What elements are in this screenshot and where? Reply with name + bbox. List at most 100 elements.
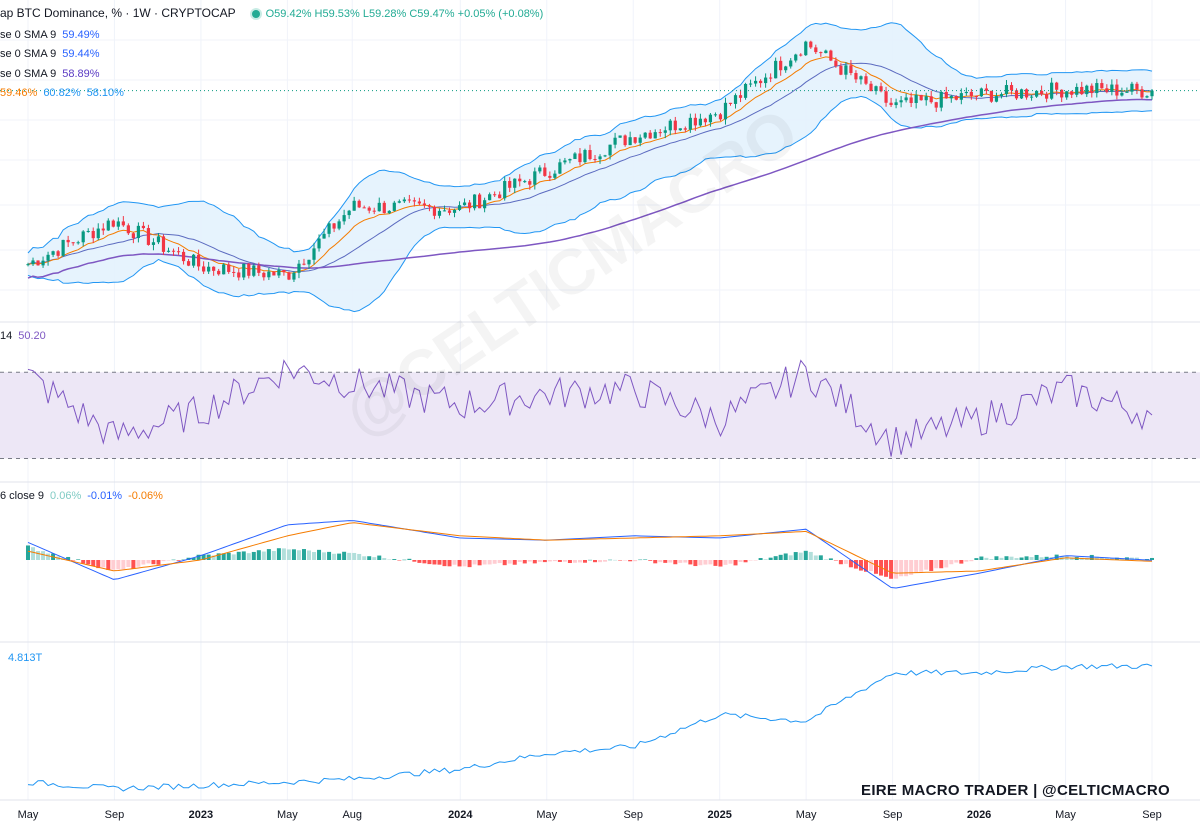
macd-hist-bar-97: [512, 560, 517, 565]
macd-hist-bar-123: [643, 559, 648, 560]
macd-legend: 6 close 9 0.06% -0.01% -0.06%: [0, 490, 163, 502]
candle-body-119: [623, 135, 627, 146]
macd-hist-bar-26: [156, 560, 161, 565]
x-tick-label-3: May: [277, 809, 298, 821]
macd-hist-bar-122: [638, 559, 643, 561]
macd-hist-bar-186: [959, 560, 964, 564]
macd-hist-bar-24: [146, 560, 151, 564]
candle-body-83: [442, 210, 447, 212]
macd-hist-bar-67: [362, 556, 367, 560]
macd-hist-bar-157: [813, 555, 818, 560]
macd-hist-bar-172: [889, 560, 894, 579]
macd-hist-bar-154: [798, 552, 803, 560]
macd-hist-bar-17: [111, 560, 116, 570]
candle-body-217: [1115, 84, 1119, 96]
macd-hist-bar-161: [833, 560, 838, 561]
candle-body-212: [1090, 85, 1094, 94]
macd-hist-bar-178: [919, 560, 924, 572]
candle-body-190: [979, 88, 983, 97]
candle-body-202: [1040, 90, 1044, 95]
candle-body-160: [829, 50, 833, 61]
sma-legend-2: se 0 SMA 9 59.44%: [0, 48, 100, 60]
macd-hist-bar-74: [397, 560, 402, 561]
candle-body-112: [588, 150, 592, 160]
macd-hist-bar-96: [507, 560, 512, 564]
candle-body-102: [538, 167, 542, 172]
candle-body-223: [1145, 96, 1149, 98]
sma-legend-3: se 0 SMA 9 58.89%: [0, 68, 100, 80]
macd-hist-bar-217: [1114, 557, 1119, 560]
candle-body-44: [247, 263, 251, 276]
candle-body-61: [332, 223, 336, 229]
macd-hist-bar-213: [1094, 556, 1099, 560]
candle-body-106: [558, 162, 562, 174]
market-cap-legend: 4.813T: [8, 652, 43, 664]
macd-hist-bar-99: [522, 560, 527, 564]
macd-hist-bar-165: [853, 560, 858, 569]
macd-hist-bar-94: [497, 560, 502, 564]
macd-hist-bar-198: [1019, 557, 1024, 560]
candle-body-152: [789, 60, 793, 67]
candle-body-111: [583, 150, 587, 163]
candle-body-39: [222, 264, 226, 275]
candle-body-56: [307, 259, 311, 265]
macd-hist-bar-57: [312, 552, 317, 560]
macd-hist-bar-185: [954, 560, 959, 563]
macd-hist-bar-82: [437, 560, 442, 565]
macd-hist-bar-63: [342, 551, 347, 560]
candle-body-58: [317, 238, 321, 249]
macd-hist-bar-16: [106, 560, 111, 571]
candle-body-116: [608, 144, 612, 156]
candle-body-60: [327, 223, 331, 234]
macd-hist-bar-113: [593, 560, 598, 563]
candle-body-23: [141, 225, 146, 229]
macd-hist-bar-138: [718, 560, 723, 567]
rsi-band-fill: [0, 372, 1200, 459]
candle-body-19: [121, 221, 125, 226]
candle-body-206: [1060, 89, 1064, 98]
candle-body-89: [472, 194, 477, 209]
candle-body-11: [81, 231, 85, 243]
macd-hist-bar-15: [101, 560, 106, 568]
macd-hist-bar-101: [532, 560, 537, 564]
candle-body-114: [598, 156, 602, 160]
candle-body-84: [447, 210, 452, 213]
candle-body-45: [252, 265, 256, 276]
candle-body-15: [101, 228, 105, 231]
symbol-title: ap BTC Dominance, % · 1W · CRYPTOCAP: [0, 6, 236, 20]
macd-hist-bar-200: [1029, 557, 1034, 560]
candle-body-135: [703, 118, 708, 123]
candle-body-69: [372, 210, 376, 212]
macd-hist-bar-116: [608, 559, 613, 561]
macd-hist-bar-115: [603, 560, 608, 562]
candle-body-176: [909, 97, 913, 104]
macd-hist-bar-69: [372, 557, 377, 560]
candle-body-75: [402, 199, 406, 202]
macd-hist-bar-197: [1014, 558, 1019, 560]
macd-hist-bar-142: [738, 560, 743, 562]
candle-body-219: [1125, 91, 1129, 93]
candle-body-9: [71, 242, 75, 244]
candle-body-220: [1130, 83, 1134, 92]
macd-hist-bar-151: [783, 553, 788, 560]
macd-hist-bar-187: [964, 560, 969, 562]
candle-body-201: [1034, 90, 1039, 97]
macd-hist-bar-202: [1039, 557, 1044, 560]
x-tick-label-12: May: [1055, 809, 1076, 821]
candle-body-171: [884, 91, 888, 103]
macd-hist-bar-221: [1134, 557, 1139, 560]
rsi-legend: 14 50.20: [0, 330, 46, 342]
macd-hist-bar-87: [462, 560, 467, 567]
macd-hist-bar-174: [899, 560, 904, 577]
candle-body-16: [106, 220, 110, 231]
macd-hist-bar-218: [1119, 558, 1124, 560]
candle-body-80: [427, 205, 432, 207]
macd-hist-bar-102: [537, 560, 542, 562]
candle-body-166: [859, 76, 863, 80]
candle-body-207: [1065, 91, 1069, 98]
macd-hist-bar-19: [121, 560, 126, 570]
candle-body-57: [312, 248, 316, 260]
candle-body-193: [994, 96, 999, 102]
candle-body-81: [432, 206, 437, 216]
candle-body-148: [769, 77, 773, 79]
